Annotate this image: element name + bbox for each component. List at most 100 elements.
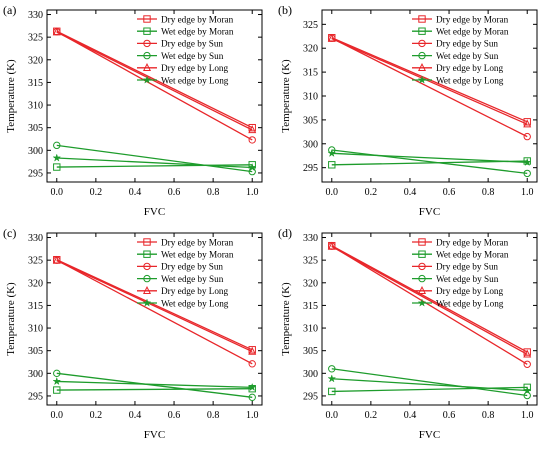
- series-wet-edge-by-sun: [53, 369, 256, 402]
- series-line: [56, 388, 253, 391]
- y-tick-label: 320: [28, 278, 43, 289]
- legend-marker-square: [418, 15, 426, 23]
- y-tick-label: 310: [303, 324, 318, 335]
- data-point-triangle: [248, 346, 257, 355]
- legend-item: Wet edge by Moran: [412, 250, 509, 260]
- y-axis-label: Temperature (K): [5, 282, 17, 356]
- legend-label: Dry edge by Sun: [436, 262, 498, 272]
- data-point-circle: [248, 360, 256, 368]
- legend-marker-square: [418, 238, 426, 246]
- panel-label: (b): [278, 3, 292, 17]
- y-tick-label: 310: [303, 92, 318, 103]
- series-line: [56, 31, 253, 131]
- legend-item: Dry edge by Moran: [412, 237, 509, 247]
- data-point-circle: [523, 360, 531, 368]
- data-point-circle: [53, 141, 61, 150]
- x-tick-label: 0.2: [90, 410, 103, 421]
- y-tick-label: 325: [303, 256, 318, 267]
- series-line: [331, 245, 528, 365]
- data-point-star: [327, 374, 337, 383]
- x-tick-label: 0.4: [129, 410, 142, 421]
- legend-item: Wet edge by Moran: [137, 250, 234, 260]
- y-tick-label: 325: [28, 33, 43, 44]
- legend-item: Wet edge by Long: [412, 75, 504, 85]
- series-dry-edge-by-long: [327, 241, 532, 358]
- legend-label: Wet edge by Moran: [161, 27, 234, 37]
- y-tick-label: 300: [303, 139, 318, 150]
- data-point-square: [53, 163, 61, 171]
- legend-marker-star: [417, 298, 427, 307]
- data-point-triangle: [523, 349, 532, 358]
- legend-label: Dry edge by Long: [161, 286, 229, 296]
- y-tick-label: 300: [28, 146, 43, 157]
- legend-label: Wet edge by Sun: [436, 274, 499, 284]
- x-axis-label: FVC: [419, 429, 440, 441]
- y-tick-label: 295: [28, 391, 43, 402]
- legend-label: Wet edge by Sun: [161, 51, 224, 61]
- data-point-star: [522, 157, 532, 167]
- series-dry-edge-by-long: [327, 33, 532, 128]
- legend-item: Dry edge by Moran: [137, 237, 234, 247]
- legend-item: Wet edge by Sun: [137, 274, 224, 284]
- y-tick-label: 305: [303, 115, 318, 126]
- legend-marker-square: [143, 238, 151, 246]
- legend-label: Wet edge by Moran: [161, 250, 234, 260]
- legend-marker-square: [143, 27, 151, 35]
- legend-marker-star: [142, 75, 152, 84]
- x-tick-label: 0.4: [404, 187, 417, 198]
- legend-marker-triangle: [142, 285, 152, 294]
- series-line: [331, 378, 528, 392]
- panel-b: 0.0 0.2 0.4 0.6 0.8 1.0 295 300 305 310 315 320 325 F…: [278, 3, 538, 218]
- plot-frame: [321, 232, 538, 406]
- data-point-circle: [53, 369, 61, 378]
- series-line: [56, 31, 253, 141]
- legend-marker-circle: [418, 274, 426, 283]
- x-tick-label: 1.0: [521, 187, 534, 198]
- x-tick-label: 1.0: [521, 410, 534, 421]
- legend-item: Dry edge by Moran: [137, 14, 234, 24]
- legend-label: Wet edge by Sun: [161, 274, 224, 284]
- data-point-star: [52, 153, 62, 162]
- legend-label: Wet edge by Moran: [436, 27, 509, 37]
- plot-frame: [46, 232, 263, 406]
- y-axis-label: Temperature (K): [280, 59, 292, 133]
- series-line: [56, 260, 253, 353]
- x-tick-label: 1.0: [246, 410, 259, 421]
- y-axis-label: Temperature (K): [5, 59, 17, 133]
- data-point-circle: [248, 393, 256, 402]
- x-tick-label: 0.8: [482, 187, 495, 198]
- x-tick-label: 0.8: [207, 187, 220, 198]
- y-tick-label: 330: [28, 233, 43, 244]
- series-line: [56, 380, 253, 388]
- y-tick-label: 315: [303, 301, 318, 312]
- y-tick-label: 315: [28, 301, 43, 312]
- legend-item: Dry edge by Sun: [412, 39, 498, 49]
- data-point-circle: [523, 169, 531, 178]
- series-wet-edge-by-long: [327, 148, 532, 167]
- series-line: [331, 38, 528, 125]
- data-point-square: [328, 161, 336, 169]
- x-tick-label: 0.2: [365, 187, 378, 198]
- x-axis-label: FVC: [144, 206, 165, 218]
- legend-marker-circle: [418, 262, 426, 271]
- legend-item: Wet edge by Sun: [412, 51, 499, 61]
- y-axis-label: Temperature (K): [280, 282, 292, 356]
- legend-marker-star: [142, 298, 152, 307]
- data-point-star: [522, 385, 532, 395]
- legend-marker-circle: [143, 262, 151, 271]
- series-wet-edge-by-long: [327, 374, 532, 395]
- legend-label: Wet edge by Sun: [436, 51, 499, 61]
- series-wet-edge-by-moran: [328, 157, 531, 169]
- data-point-triangle: [52, 255, 61, 264]
- series-wet-edge-by-sun: [53, 141, 256, 176]
- data-point-triangle: [248, 125, 257, 134]
- data-point-star: [327, 148, 337, 158]
- y-tick-label: 295: [303, 163, 318, 174]
- legend-marker-square: [143, 15, 151, 23]
- series-line: [56, 157, 253, 169]
- legend-item: Dry edge by Long: [137, 62, 229, 73]
- series-line: [331, 152, 528, 164]
- x-tick-label: 0.8: [207, 410, 220, 421]
